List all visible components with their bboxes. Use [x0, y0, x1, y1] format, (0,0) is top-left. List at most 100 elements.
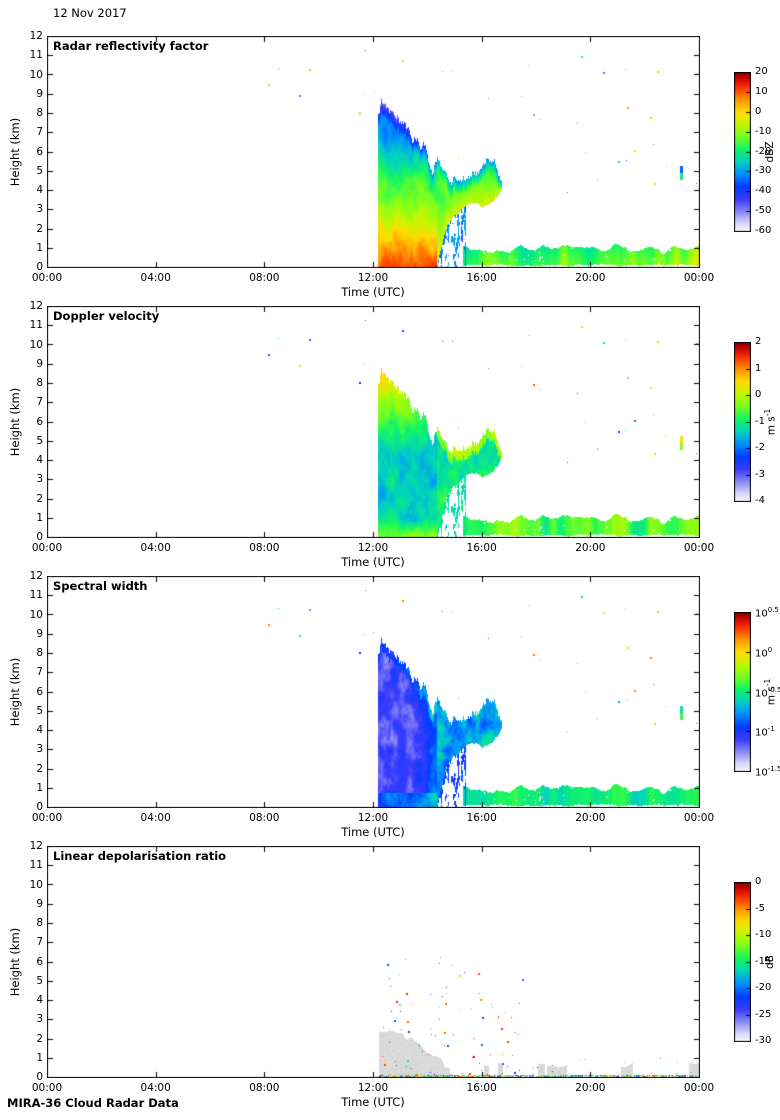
- x-tick-label: 00:00: [31, 542, 63, 554]
- y-tick-label: 3: [36, 203, 43, 216]
- x-tick-label: 04:00: [140, 272, 171, 284]
- colorbar-tick-label: 10: [755, 85, 768, 97]
- colorbar-gradient-spectral-width: [734, 612, 751, 772]
- panel-title-ldr: Linear depolarisation ratio: [53, 849, 227, 863]
- x-tick-label: 04:00: [140, 1082, 171, 1094]
- y-tick-label: 3: [36, 473, 43, 486]
- x-tick-label: 12:00: [357, 1082, 389, 1094]
- y-tick-label: 5: [36, 704, 43, 717]
- y-tick-label: 8: [36, 647, 43, 659]
- x-tick-label: 12:00: [357, 272, 389, 284]
- colorbar-tick-label: -50: [755, 205, 772, 217]
- y-tick-label: 2: [36, 222, 43, 235]
- panel-title-doppler-velocity: Doppler velocity: [53, 309, 160, 323]
- y-tick-label: 11: [29, 859, 43, 872]
- panel-spectral-width: Height (km) Spectral width Time (UTC) m …: [0, 570, 780, 846]
- y-tick-label: 10: [29, 608, 43, 621]
- x-axis-label: Time (UTC): [341, 555, 405, 569]
- colorbar-doppler-velocity: [734, 342, 751, 502]
- x-tick-label: 20:00: [575, 1082, 606, 1094]
- y-tick-label: 10: [29, 338, 43, 351]
- colorbar-gradient-doppler-velocity: [734, 342, 751, 502]
- y-tick-label: 11: [29, 319, 43, 332]
- y-tick-label: 8: [36, 107, 43, 119]
- x-tick-label: 08:00: [249, 272, 280, 284]
- x-tick-label: 00:00: [683, 1082, 715, 1094]
- x-tick-label: 16:00: [466, 272, 497, 284]
- panel-ldr: Height (km) Linear depolarisation ratio …: [0, 840, 780, 1116]
- plot-area-reflectivity: Radar reflectivity factor: [47, 36, 700, 268]
- x-tick-label: 12:00: [357, 812, 389, 824]
- colorbar-tick-label: 1: [755, 362, 762, 374]
- y-tick-label: 10: [29, 68, 43, 81]
- y-tick-label: 7: [36, 126, 43, 139]
- y-tick-label: 3: [36, 1013, 43, 1026]
- panel-doppler-velocity: Height (km) Doppler velocity Time (UTC) …: [0, 300, 780, 576]
- radar-plot-canvas-reflectivity: [47, 36, 700, 268]
- x-tick-label: 16:00: [466, 542, 497, 554]
- x-tick-label: 16:00: [466, 812, 497, 824]
- colorbar-tick-label: -4: [755, 495, 765, 506]
- y-tick-label: 6: [36, 415, 43, 428]
- colorbar-tick-label: -3: [755, 468, 765, 480]
- y-tick-label: 2: [36, 762, 43, 775]
- colorbar-tick-label: -10: [755, 125, 772, 137]
- y-tick-label: 12: [29, 30, 43, 42]
- y-tick-label: 4: [36, 994, 43, 1006]
- x-tick-label: 20:00: [575, 812, 606, 824]
- colorbar-tick-label: 10-0.5: [755, 685, 780, 699]
- colorbar-tick-label: 2: [755, 336, 762, 347]
- x-tick-label: 20:00: [575, 272, 606, 284]
- y-tick-label: 4: [36, 184, 43, 196]
- y-tick-label: 4: [36, 724, 43, 736]
- x-tick-label: 20:00: [575, 542, 606, 554]
- colorbar-spectral-width: [734, 612, 751, 772]
- y-tick-label: 1: [36, 1051, 43, 1064]
- colorbar-tick-label: -20: [755, 982, 772, 993]
- x-tick-label: 04:00: [140, 812, 171, 824]
- y-tick-label: 3: [36, 743, 43, 756]
- y-tick-label: 5: [36, 974, 43, 987]
- plot-area-ldr: Linear depolarisation ratio: [47, 846, 700, 1078]
- x-axis-label: Time (UTC): [341, 1095, 405, 1109]
- colorbar-gradient-reflectivity: [734, 72, 751, 232]
- x-tick-label: 00:00: [683, 272, 715, 284]
- y-tick-label: 9: [36, 87, 43, 100]
- colorbar-tick-label: -60: [755, 225, 772, 236]
- colorbar-tick-label: 0: [755, 389, 762, 400]
- y-tick-label: 9: [36, 627, 43, 640]
- y-tick-label: 11: [29, 49, 43, 62]
- colorbar-tick-label: -2: [755, 442, 765, 453]
- y-tick-label: 6: [36, 145, 43, 158]
- x-tick-label: 00:00: [683, 542, 715, 554]
- y-tick-label: 0: [36, 261, 43, 273]
- y-tick-label: 6: [36, 955, 43, 968]
- colorbar-tick-label: 0: [755, 876, 762, 887]
- y-tick-label: 12: [29, 300, 43, 312]
- y-tick-label: 8: [36, 377, 43, 389]
- colorbar-tick-label: -30: [755, 1035, 772, 1046]
- colorbar-tick-label: -5: [755, 902, 765, 914]
- colorbar-tick-label: 100.5: [755, 606, 779, 620]
- colorbar-tick-label: 20: [755, 66, 768, 77]
- colorbar-gradient-ldr: [734, 882, 751, 1042]
- x-tick-label: 00:00: [31, 1082, 63, 1094]
- radar-plot-canvas-ldr: [47, 846, 700, 1078]
- y-tick-label: 2: [36, 492, 43, 505]
- colorbar-tick-label: 10-1.5: [755, 765, 780, 779]
- x-tick-label: 00:00: [683, 812, 715, 824]
- y-tick-label: 0: [36, 531, 43, 543]
- panel-reflectivity: Height (km) Radar reflectivity factor Ti…: [0, 30, 780, 306]
- y-tick-label: 5: [36, 164, 43, 177]
- y-tick-label: 6: [36, 685, 43, 698]
- x-tick-label: 08:00: [249, 542, 280, 554]
- y-tick-label: 2: [36, 1032, 43, 1045]
- figure-footer: MIRA-36 Cloud Radar Data: [7, 1096, 179, 1110]
- x-tick-label: 04:00: [140, 542, 171, 554]
- x-tick-label: 00:00: [31, 812, 63, 824]
- y-tick-label: 7: [36, 936, 43, 949]
- colorbar-tick-label: 0: [755, 105, 762, 117]
- y-tick-label: 12: [29, 570, 43, 582]
- y-tick-label: 0: [36, 801, 43, 813]
- x-tick-label: 00:00: [31, 272, 63, 284]
